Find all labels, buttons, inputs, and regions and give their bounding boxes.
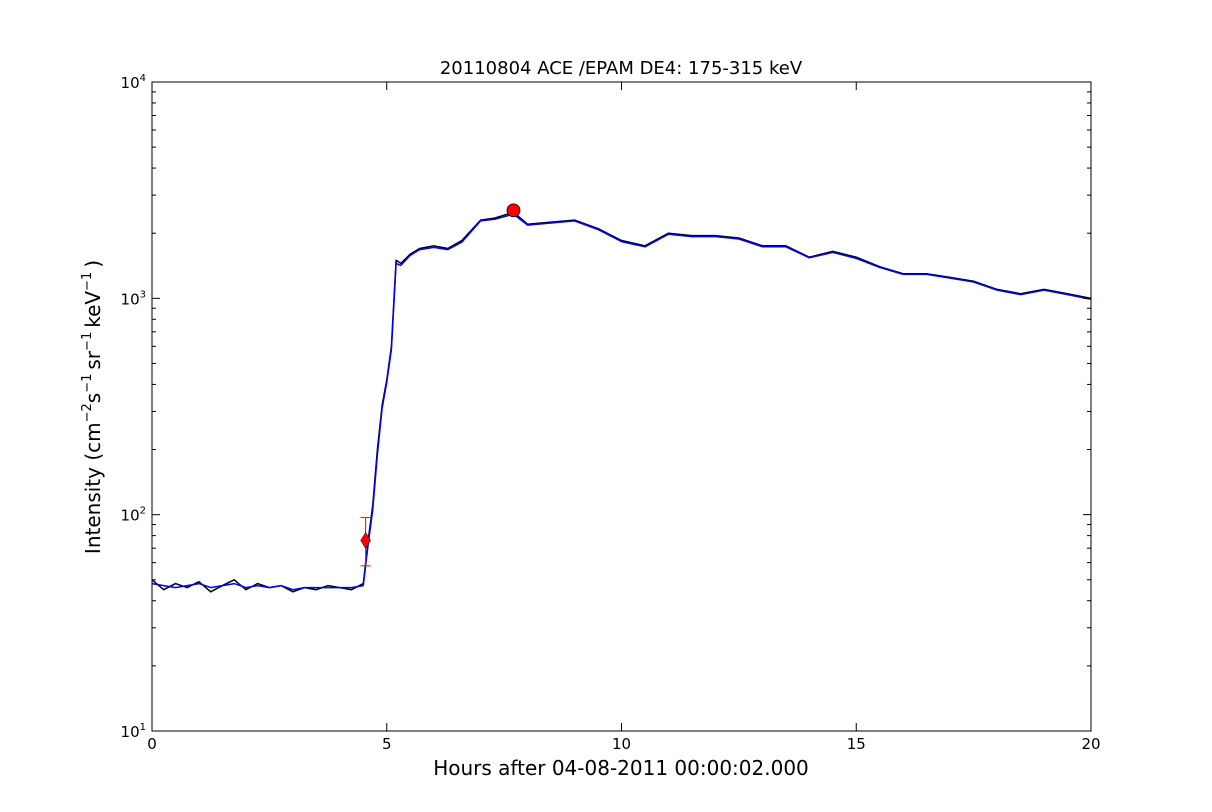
y-axis-label-exp3: −1 xyxy=(80,332,95,351)
y-tick-label: 104 xyxy=(121,73,146,92)
y-axis-label-suffix: ) xyxy=(81,260,105,268)
y-axis-label-prefix: Intensity (cm xyxy=(81,422,105,554)
x-tick-label: 5 xyxy=(382,735,392,753)
x-tick-label: 15 xyxy=(847,735,866,753)
y-tick-label: 103 xyxy=(121,289,146,308)
x-tick-label: 0 xyxy=(147,735,157,753)
x-tick-label: 20 xyxy=(1081,735,1100,753)
y-tick-label-base: 10 xyxy=(121,290,140,308)
y-axis-label-s: s xyxy=(81,393,105,403)
chart-title: 20110804 ACE /EPAM DE4: 175-315 keV xyxy=(440,58,803,79)
onset-marker-diamond xyxy=(360,531,371,549)
y-tick-label-base: 10 xyxy=(121,723,140,741)
y-axis-label-exp2: −1 xyxy=(80,374,95,393)
y-tick-label-base: 10 xyxy=(121,507,140,525)
y-axis-label-kev: keV xyxy=(81,291,105,328)
y-tick-label-base: 10 xyxy=(121,74,140,92)
y-tick-label: 102 xyxy=(121,506,146,525)
y-tick-label-exponent: 2 xyxy=(140,506,146,517)
y-tick-label-exponent: 1 xyxy=(140,722,146,733)
x-tick-label: 10 xyxy=(612,735,631,753)
y-axis-label-exp4: −1 xyxy=(80,272,95,291)
y-tick-label-exponent: 3 xyxy=(140,289,146,300)
plot-area xyxy=(151,203,1092,593)
y-tick-label: 101 xyxy=(121,722,146,741)
peak-marker-circle xyxy=(506,203,521,218)
x-axis-label: Hours after 04-08-2011 00:00:02.000 xyxy=(433,756,809,780)
y-tick-label-exponent: 4 xyxy=(140,73,146,84)
series-line-2 xyxy=(151,213,1092,591)
y-axis-label: Intensity (cm−2s−1sr−1keV−1) xyxy=(80,260,105,554)
y-axis-label-exp1: −2 xyxy=(80,403,95,422)
y-axis-label-sr: sr xyxy=(81,350,105,369)
